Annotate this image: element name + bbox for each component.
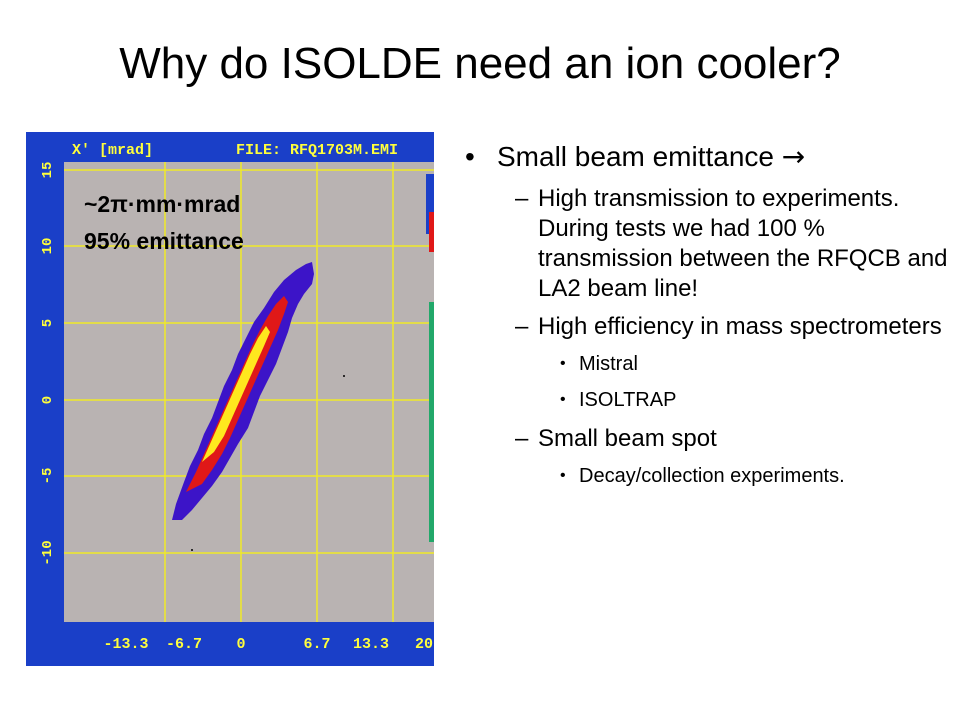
scale-strip-red [429,212,434,252]
sub-bullet-transmission: – High transmission to experiments. Durin… [465,184,955,304]
sub-bullet-beam-spot: – Small beam spot [465,424,955,454]
emittance-plot-svg: X' [mrad] FILE: RFQ1703M.EMI 15 10 5 0 -… [26,132,434,666]
x-tick-label: -13.3 [103,636,148,653]
bullet-dot: • [560,355,566,372]
stray-point [343,375,345,377]
y-tick-label: 15 [40,162,56,179]
dash-marker: – [515,313,529,340]
x-tick-label: 20 [415,636,433,653]
x-tick-label: 13.3 [353,636,389,653]
bullet-text: Small beam emittance [497,141,782,172]
sub-sub-bullet: • ISOLTRAP [465,388,955,412]
y-tick-label: 5 [40,319,56,327]
bullet-dot: • [465,141,475,172]
beam-core [202,326,270,462]
sub-bullet-efficiency: – High efficiency in mass spectrometers [465,312,955,342]
x-tick-label: 0 [236,636,245,653]
right-arrow-icon: → [781,140,806,173]
y-tick-label: 0 [40,396,56,404]
emittance-percent-label: 95% emittance [84,228,244,254]
x-tick-label: -6.7 [166,636,202,653]
dash-marker: – [515,185,529,212]
y-tick-label: 10 [40,238,56,255]
emittance-value-label: ~2π·mm·mrad [84,191,240,217]
bullet-list: • Small beam emittance → – High transmissi… [465,140,955,500]
scale-strip-top [426,174,434,234]
scale-strip-green [429,302,434,542]
sub-sub-bullet-text: Decay/collection experiments. [579,465,845,487]
bullet-dot: • [560,467,566,484]
sub-sub-bullet: • Mistral [465,352,955,376]
beam-distribution [172,262,314,520]
emittance-plot: X' [mrad] FILE: RFQ1703M.EMI 15 10 5 0 -… [26,132,434,666]
sub-bullet-text: High efficiency in mass spectrometers [538,313,942,340]
bullet-small-emittance: • Small beam emittance → [465,140,955,174]
bullet-dot: • [560,391,566,408]
sub-sub-bullet-text: Mistral [579,353,638,375]
slide-title: Why do ISOLDE need an ion cooler? [119,39,841,88]
dash-marker: – [515,425,529,452]
file-label: FILE: RFQ1703M.EMI [236,142,398,159]
y-tick-label: -5 [40,468,56,485]
sub-bullet-text: Small beam spot [538,425,717,452]
sub-bullet-text: High transmission to experiments. During… [538,185,948,302]
y-axis-label: X' [mrad] [72,142,153,159]
x-tick-label: 6.7 [303,636,330,653]
y-tick-label: -10 [40,540,56,565]
sub-sub-bullet-text: ISOLTRAP [579,389,677,411]
sub-sub-bullet: • Decay/collection experiments. [465,464,955,488]
stray-point [191,549,193,551]
